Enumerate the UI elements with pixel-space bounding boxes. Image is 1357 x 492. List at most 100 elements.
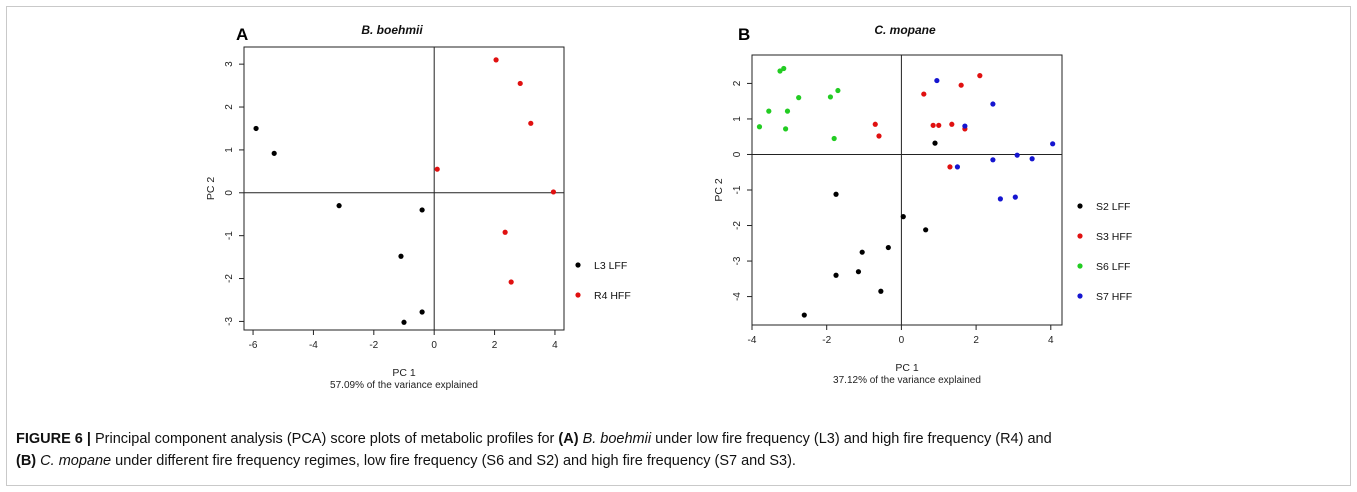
panel-b-x-axis-label: PC 1 (895, 362, 919, 374)
panel-b-legend-label: S7 HFF (1096, 291, 1132, 303)
panel-a-y-tick-label: -2 (224, 274, 235, 283)
panel-a-y-axis-label: PC 2 (205, 177, 217, 201)
panel-b-point (990, 157, 996, 163)
panel-b-point (934, 77, 940, 84)
panel-a-x-tick-label: 2 (492, 340, 498, 351)
panel-b-legend-marker (1077, 293, 1083, 299)
panel-b-point (958, 82, 964, 88)
caption-label: FIGURE 6 | (16, 431, 91, 447)
figure-caption: FIGURE 6 | Principal component analysis … (16, 428, 1336, 472)
panel-b-y-tick-label: 0 (732, 151, 743, 157)
panel-a-y-tick-label: -1 (224, 231, 235, 240)
panel-b-point (949, 121, 955, 127)
figure-frame (6, 6, 1351, 486)
panel-b-point (777, 68, 783, 74)
panel-a-point (271, 150, 277, 156)
caption-species-1: B. boehmii (582, 431, 652, 447)
panel-a-legend-label: L3 LFF (594, 260, 627, 272)
panel-a-point (336, 203, 342, 209)
panel-b-point (833, 191, 839, 197)
panel-b-point (1050, 141, 1056, 147)
panel-b-point (1012, 194, 1018, 200)
panel-b-point (947, 164, 953, 170)
panel-b-y-tick-label: -4 (732, 292, 743, 301)
panel-b-point (954, 164, 961, 170)
caption-text-1: Principal component analysis (PCA) score… (90, 431, 559, 447)
panel-b-point (900, 214, 906, 220)
panel-b-point (872, 121, 878, 127)
panel-b-legend-marker (1077, 263, 1083, 269)
panel-a-point (550, 189, 557, 195)
panel-a-x-tick-label: 0 (431, 340, 437, 351)
caption-ref-b: (B) (16, 453, 37, 469)
panel-b-point (831, 135, 837, 142)
panel-a-legend-marker (575, 262, 581, 268)
panel-a-point (419, 309, 425, 315)
panel-a-point (434, 166, 440, 172)
panel-b-y-tick-label: -3 (732, 256, 743, 265)
panel-a-x-tick-label: -6 (249, 340, 258, 351)
panel-b-y-tick-label: 2 (732, 80, 743, 86)
panel-a-x-tick-label: -2 (369, 340, 378, 351)
panel-a-point (419, 207, 425, 213)
panel-a-legend-marker (575, 292, 581, 298)
panel-a-legend-label: R4 HFF (594, 290, 631, 302)
caption-species-2: C. mopane (40, 453, 112, 469)
panel-b-point (921, 91, 927, 97)
caption-ref-a: (A) (558, 431, 579, 447)
panel-b-point (977, 73, 983, 79)
panel-b-point (801, 312, 807, 318)
panel-a-plot-frame (243, 46, 565, 331)
panel-b-x-tick-label: 0 (899, 335, 905, 346)
panel-a-point (493, 57, 499, 63)
panel-a-x-tick-label: 4 (552, 340, 558, 351)
panel-a-point (253, 125, 259, 132)
panel-b-title: C. mopane (874, 23, 936, 37)
panel-b-legend-marker (1077, 203, 1083, 209)
caption-text-3: under different fire frequency regimes, … (111, 453, 796, 469)
panel-b-point (796, 95, 802, 101)
panel-b-y-axis-label: PC 2 (713, 178, 725, 202)
panel-b-legend-label: S6 LFF (1096, 261, 1130, 273)
panel-b-x-tick-label: 2 (973, 335, 979, 346)
panel-b-point (833, 272, 839, 278)
panel-a-x-axis-label: PC 1 (392, 367, 416, 379)
panel-b-point (876, 133, 882, 139)
panel-b-y-tick-label: 1 (732, 116, 743, 122)
panel-a-x-axis-sublabel: 57.09% of the variance explained (330, 380, 478, 391)
panel-b-point (962, 123, 968, 129)
panel-a-point (528, 120, 534, 126)
caption-text-2: under low fire frequency (L3) and high f… (651, 431, 1052, 447)
panel-b-point (885, 244, 891, 251)
panel-b-point (784, 108, 791, 114)
panel-a-point (401, 319, 407, 325)
panel-b-point (855, 269, 862, 275)
panel-a-y-tick-label: 0 (224, 190, 235, 196)
panel-a-y-tick-label: 3 (224, 61, 235, 67)
panel-b-point (923, 227, 929, 233)
panel-b-point (997, 196, 1003, 202)
panel-b-legend-label: S3 HFF (1096, 231, 1132, 243)
panel-a-point (398, 253, 404, 259)
panel-a-x-tick-label: -4 (309, 340, 318, 351)
panel-b-y-tick-label: -1 (732, 185, 743, 194)
panel-b-x-tick-label: 4 (1048, 335, 1054, 346)
panel-a-y-tick-label: 2 (224, 104, 235, 110)
panel-b-point (783, 126, 789, 132)
panel-b-point (990, 101, 996, 107)
panel-a-point (502, 229, 508, 235)
panel-a-point (508, 279, 514, 285)
panel-b-y-tick-label: -2 (732, 221, 743, 230)
panel-b-point (930, 122, 936, 128)
panel-a-label: A (236, 25, 248, 44)
panel-b-label: B (738, 25, 750, 44)
panel-a-y-tick-label: -3 (224, 317, 235, 326)
panel-a-point (517, 80, 523, 87)
panel-b-x-axis-sublabel: 37.12% of the variance explained (833, 375, 981, 386)
panel-b-point (1029, 156, 1035, 162)
panel-b-legend-marker (1077, 233, 1083, 239)
panel-a-y-tick-label: 1 (224, 147, 235, 153)
panel-b-x-tick-label: -4 (748, 335, 757, 346)
panel-b-point (835, 87, 841, 94)
